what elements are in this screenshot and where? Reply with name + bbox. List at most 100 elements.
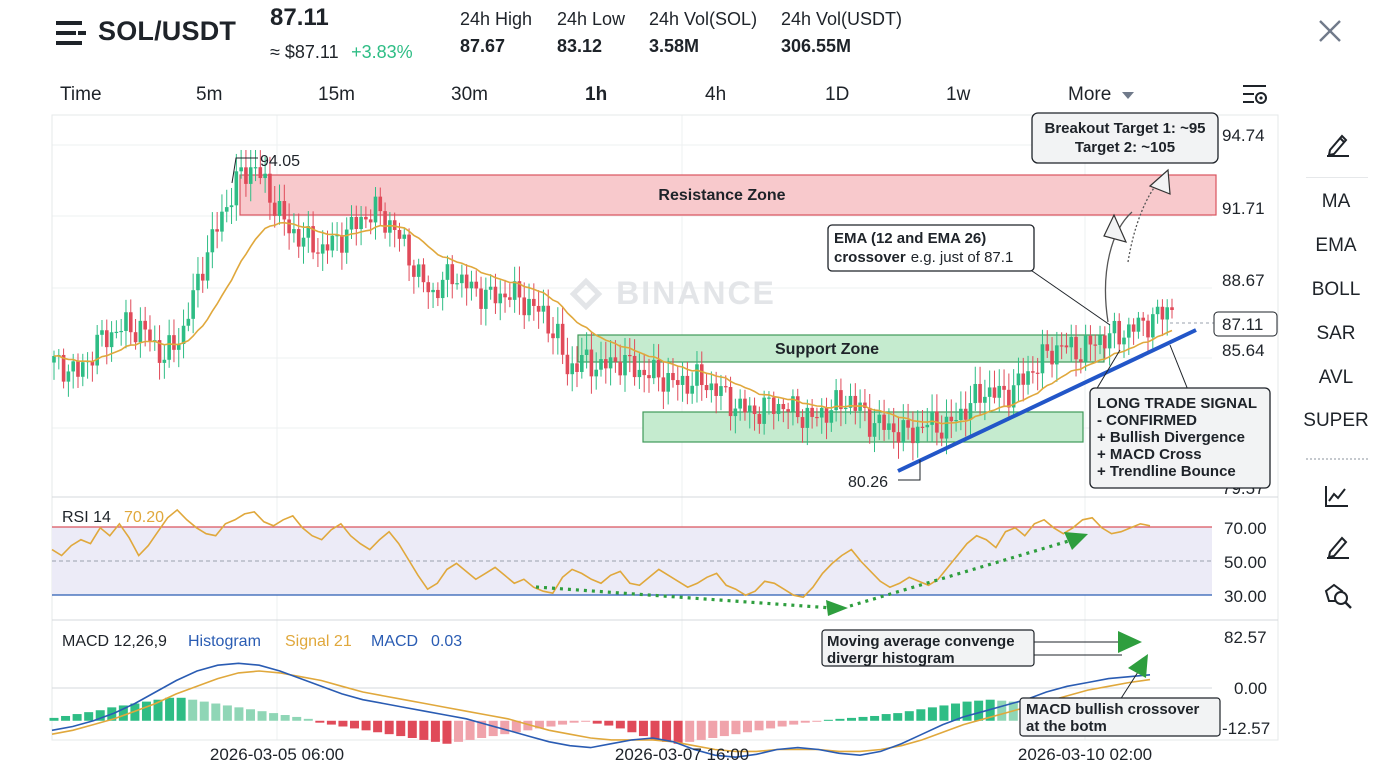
rsi-line	[51, 508, 1151, 599]
candle-body	[1117, 320, 1122, 345]
divergence-arrow-low	[535, 585, 833, 610]
candle-body	[292, 229, 296, 234]
candle-body	[90, 360, 95, 366]
candle-body	[666, 373, 670, 392]
candle-body	[224, 207, 229, 212]
candle-body	[1083, 335, 1088, 362]
candle-body	[282, 201, 287, 220]
indicator-search-icon[interactable]	[1323, 582, 1353, 610]
tab-1h[interactable]: 1h	[585, 84, 608, 105]
candlesticks	[52, 149, 1174, 461]
candle-body	[128, 312, 133, 333]
candle-body	[71, 361, 75, 372]
tab-5m[interactable]: 5m	[196, 84, 223, 105]
candle-body	[632, 355, 637, 378]
candle-body	[963, 408, 968, 420]
tab-30m[interactable]: 30m	[451, 84, 488, 105]
histogram-bar	[904, 711, 914, 721]
candle-body	[1141, 317, 1146, 321]
sidebar-divider	[1306, 177, 1368, 178]
tab-15m[interactable]: 15m	[318, 84, 355, 105]
indicator-sar[interactable]: SAR	[1316, 323, 1356, 344]
candle-body	[354, 216, 359, 230]
candle-body	[685, 375, 690, 394]
price-chart[interactable]: BINANCE Resistance Zone Support Zone 94.…	[0, 0, 1300, 768]
candle-body	[1122, 337, 1126, 345]
menu-icon[interactable]	[56, 20, 86, 46]
candle-body	[488, 286, 493, 290]
histogram-bar	[974, 700, 984, 721]
candle-body	[484, 289, 488, 309]
candle-body	[690, 385, 694, 394]
indicator-avl[interactable]: AVL	[1318, 367, 1354, 388]
histogram-bar	[222, 705, 232, 721]
breakout-target-box	[1031, 112, 1219, 164]
candle-body	[469, 281, 474, 289]
long-signal-title: LONG TRADE SIGNAL	[1097, 395, 1257, 412]
candle-body	[997, 385, 1002, 398]
sidebar-dots-divider	[1306, 458, 1368, 460]
y-tick: 85.64	[1222, 341, 1265, 360]
indicator-ema[interactable]: EMA	[1315, 235, 1357, 256]
current-price-tag	[1213, 311, 1278, 337]
candle-body	[1011, 385, 1016, 408]
histogram-bar	[523, 720, 533, 731]
long-signal-line: - CONFIRMED	[1097, 412, 1197, 429]
candle-body	[580, 355, 584, 372]
tab-1d[interactable]: 1D	[825, 84, 850, 105]
candle-body	[968, 403, 973, 420]
candle-body	[436, 289, 440, 299]
indicator-super[interactable]: SUPER	[1303, 410, 1369, 431]
signal-pointer	[1169, 344, 1189, 391]
tab-time[interactable]: Time	[60, 84, 102, 105]
candle-body	[378, 196, 383, 212]
more-dropdown[interactable]: More	[1068, 84, 1135, 106]
y-tick: 88.67	[1222, 271, 1265, 290]
candle-body	[76, 361, 80, 377]
candle-body	[656, 359, 661, 378]
tab-4h[interactable]: 4h	[705, 84, 727, 105]
divergence-arrow-high	[849, 538, 1073, 608]
indicator-ma[interactable]: MA	[1321, 191, 1351, 212]
candle-body	[930, 411, 934, 425]
ema-annotation-line2: crossover e.g. just of 87.1	[834, 249, 1013, 266]
histogram-bar	[84, 712, 94, 721]
candle-body	[1151, 314, 1155, 338]
close-icon[interactable]	[1318, 19, 1342, 43]
histogram-bar	[419, 720, 429, 740]
line-chart-icon[interactable]	[1324, 484, 1350, 508]
histogram-bar	[696, 720, 706, 740]
stat-label: 24h Vol(USDT)	[781, 9, 903, 29]
breakout-arrow-head-2	[1148, 168, 1171, 195]
stat-label: 24h Low	[557, 9, 626, 29]
candle-body	[623, 354, 627, 376]
candle-body	[522, 297, 527, 316]
histogram-bar	[685, 720, 695, 742]
candle-body	[771, 397, 776, 414]
edit-pencil-icon[interactable]	[1325, 533, 1351, 559]
draw-pencil-icon[interactable]	[1325, 131, 1351, 157]
candle-body	[455, 283, 459, 285]
candle-body	[1093, 344, 1098, 346]
candle-body	[205, 252, 210, 281]
candle-body	[1127, 324, 1131, 338]
pair-title[interactable]: SOL/USDT	[98, 16, 237, 46]
candle-body	[368, 219, 373, 223]
stat-24h-low: 24h Low 83.12	[557, 9, 625, 57]
macd-legend-macd: MACD	[371, 633, 418, 650]
candle-body	[532, 298, 536, 306]
indicator-boll[interactable]: BOLL	[1311, 279, 1361, 300]
stat-24h-high: 24h High 87.67	[460, 9, 532, 57]
candle-body	[474, 281, 479, 289]
candle-body	[546, 305, 551, 334]
stat-24h-vol-usdt: 24h Vol(USDT) 306.55M	[781, 9, 902, 57]
candle-body	[565, 354, 570, 375]
candle-body	[781, 403, 786, 410]
candle-body	[776, 403, 781, 414]
candle-body	[819, 407, 824, 418]
chart-settings-icon[interactable]	[1242, 83, 1268, 105]
candle-body	[80, 362, 85, 377]
candle-body	[200, 273, 205, 281]
histogram-bar	[199, 701, 209, 721]
tab-1w[interactable]: 1w	[946, 84, 971, 105]
